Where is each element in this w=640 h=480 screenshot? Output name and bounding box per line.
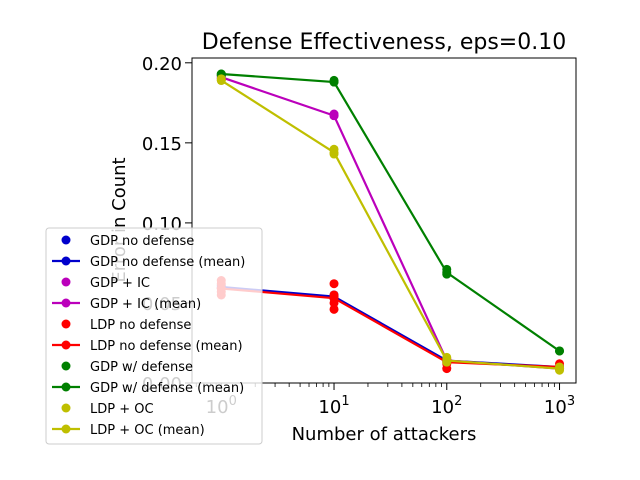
legend-label: LDP + OC bbox=[90, 402, 154, 417]
legend-label: GDP no defense bbox=[90, 234, 194, 249]
legend-entry: LDP + OC bbox=[61, 402, 154, 417]
legend-marker bbox=[61, 256, 71, 266]
x-axis-label: Number of attackers bbox=[292, 424, 477, 445]
plot-frame bbox=[191, 57, 577, 384]
x-tick-label: 103 bbox=[544, 394, 575, 418]
legend-entry: GDP no defense bbox=[61, 234, 194, 249]
series-mean-line bbox=[220, 79, 560, 370]
data-point bbox=[442, 364, 452, 374]
data-point bbox=[555, 365, 565, 375]
legend-entry: LDP no defense (mean) bbox=[52, 339, 243, 354]
data-point bbox=[216, 75, 226, 85]
chart-title: Defense Effectiveness, eps=0.10 bbox=[202, 30, 566, 55]
legend-marker bbox=[61, 340, 71, 350]
plot-area bbox=[191, 57, 577, 384]
legend-marker bbox=[61, 424, 71, 434]
x-tick-label: 102 bbox=[431, 394, 462, 418]
data-point bbox=[442, 269, 452, 279]
data-point bbox=[442, 357, 452, 367]
series-mean-line bbox=[221, 72, 561, 352]
data-point bbox=[329, 298, 339, 308]
data-point bbox=[555, 346, 565, 356]
y-tick-label: 0.20 bbox=[142, 54, 182, 75]
y-tick-label: 0.15 bbox=[142, 134, 182, 155]
legend-entry: GDP + IC (mean) bbox=[52, 297, 201, 312]
legend-marker bbox=[61, 235, 71, 245]
legend-entry: GDP no defense (mean) bbox=[52, 255, 245, 270]
legend-label: GDP w/ defense bbox=[90, 360, 193, 375]
data-point bbox=[329, 149, 339, 159]
series-layer bbox=[216, 69, 565, 375]
data-point bbox=[329, 279, 339, 289]
series-group bbox=[216, 69, 565, 356]
legend-marker bbox=[61, 298, 71, 308]
legend-marker bbox=[61, 361, 71, 371]
series-group bbox=[216, 74, 565, 375]
legend-marker bbox=[61, 277, 71, 287]
x-tick-label: 101 bbox=[318, 394, 349, 418]
legend-marker bbox=[61, 403, 71, 413]
data-point bbox=[329, 109, 339, 119]
legend-entry: GDP w/ defense (mean) bbox=[52, 381, 244, 396]
legend-label: LDP no defense (mean) bbox=[90, 339, 243, 354]
legend: GDP no defense GDP no defense (mean) GDP +… bbox=[45, 227, 263, 445]
legend-marker bbox=[61, 319, 71, 329]
legend-label: LDP no defense bbox=[90, 318, 191, 333]
legend-label: GDP + IC (mean) bbox=[90, 297, 201, 312]
legend-entry: GDP w/ defense bbox=[61, 360, 193, 375]
legend-label: LDP + OC (mean) bbox=[90, 423, 205, 438]
legend-marker bbox=[61, 382, 71, 392]
legend-label: GDP no defense (mean) bbox=[90, 255, 245, 270]
legend-label: GDP w/ defense (mean) bbox=[90, 381, 244, 396]
legend-entry: GDP + IC bbox=[61, 276, 150, 291]
legend-entry: LDP no defense bbox=[61, 318, 191, 333]
legend-box bbox=[45, 227, 263, 445]
data-point bbox=[329, 304, 339, 314]
data-point bbox=[329, 75, 339, 85]
legend-label: GDP + IC bbox=[90, 276, 150, 291]
legend-entry: LDP + OC (mean) bbox=[52, 423, 205, 438]
